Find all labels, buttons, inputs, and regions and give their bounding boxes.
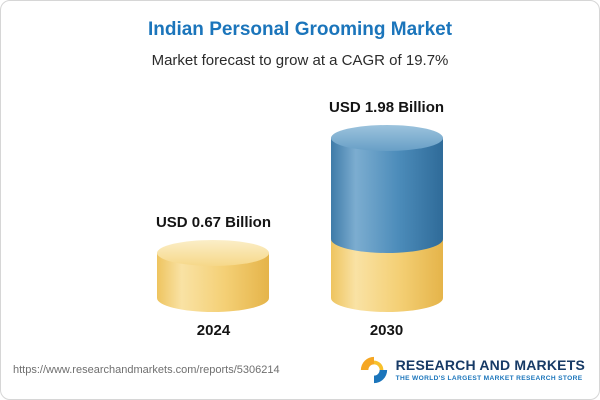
footer: https://www.researchandmarkets.com/repor… <box>1 353 599 399</box>
logo-tagline: THE WORLD'S LARGEST MARKET RESEARCH STOR… <box>395 375 583 383</box>
chart-title: Indian Personal Grooming Market <box>147 19 453 40</box>
bar-2030-cylinder <box>330 124 443 312</box>
bar-group-2030: USD 1.98 Billion 2030 <box>329 99 444 339</box>
bar-chart: USD 0.67 Billion 2024 USD 1.98 Billion 2… <box>1 69 599 353</box>
logo-text-block: RESEARCH AND MARKETS THE WORLD'S LARGEST… <box>395 356 585 383</box>
report-url[interactable]: https://www.researchandmarkets.com/repor… <box>13 364 280 376</box>
year-label-2024: 2024 <box>196 322 231 339</box>
bar-2024-cap <box>157 240 270 267</box>
value-label-2024: USD 0.67 Billion <box>155 214 271 232</box>
researchandmarkets-logo-icon <box>360 356 387 384</box>
value-label-2030: USD 1.98 Billion <box>329 98 445 116</box>
bar-2030-cap <box>330 124 443 151</box>
bar-2024-cylinder <box>157 240 270 312</box>
chart-subtitle: Market forecast to grow at a CAGR of 19.… <box>151 52 449 69</box>
year-label-2030: 2030 <box>369 322 404 339</box>
bar-2030-growth-segment <box>330 124 443 254</box>
logo-name: RESEARCH AND MARKETS <box>395 356 585 373</box>
bar-group-2024: USD 0.67 Billion 2024 <box>156 214 271 339</box>
researchandmarkets-logo: RESEARCH AND MARKETS THE WORLD'S LARGEST… <box>359 355 585 385</box>
chart-header: Indian Personal Grooming Market Market f… <box>1 1 599 69</box>
